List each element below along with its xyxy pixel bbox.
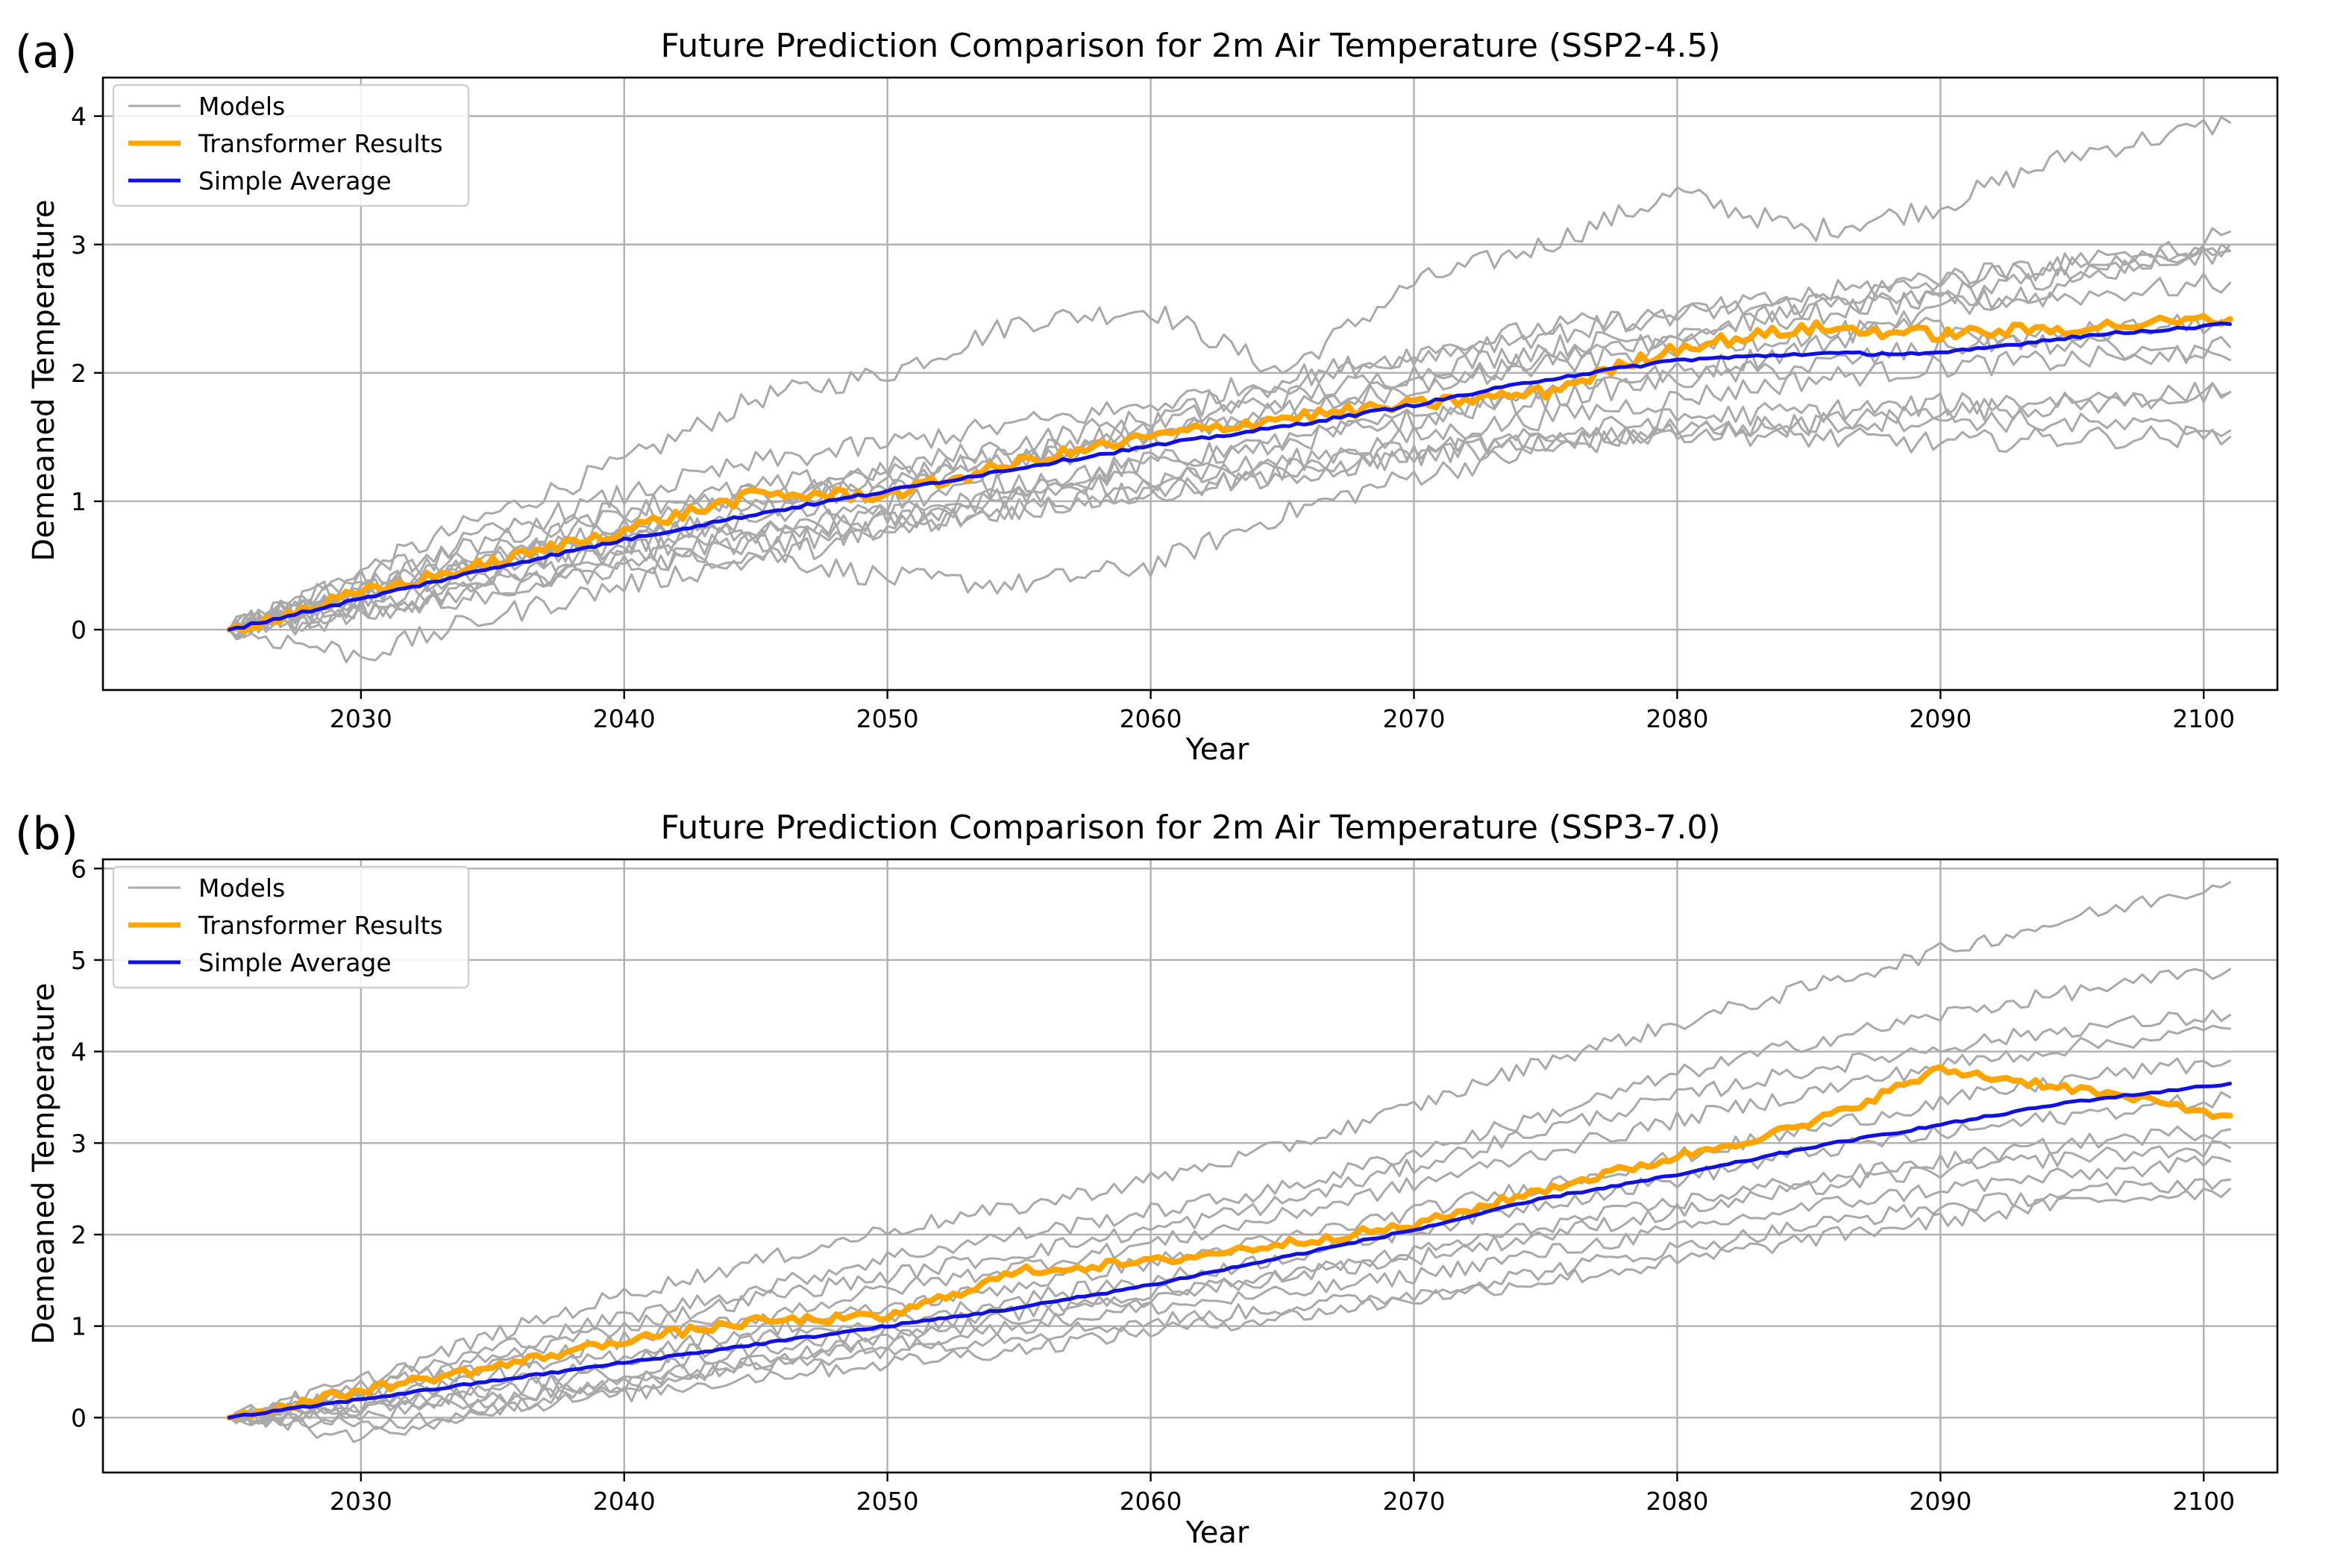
series-line-model xyxy=(228,243,2231,639)
series-line-transformer xyxy=(226,1064,2233,1421)
y-tick-label: 6 xyxy=(71,854,87,883)
legend-label-models: Models xyxy=(198,874,285,903)
series-line-model xyxy=(228,316,2231,640)
y-tick-label: 4 xyxy=(71,1038,87,1067)
series-line-model xyxy=(228,1091,2231,1423)
series-line-model xyxy=(228,227,2231,639)
legend: Models Transformer Results Simple Averag… xyxy=(112,84,470,207)
plot-area-frame xyxy=(101,858,2279,1474)
chart-panel-b: (b) Future Prediction Comparison for 2m … xyxy=(15,808,2279,1550)
series-line-model xyxy=(228,881,2231,1420)
data-series xyxy=(226,116,2233,664)
x-tick-label: 2080 xyxy=(1646,704,1708,733)
legend-label-average: Simple Average xyxy=(198,166,392,195)
series-line-model xyxy=(228,408,2231,640)
series-line-model xyxy=(228,381,2231,631)
legend-label-transformer: Transformer Results xyxy=(198,129,443,158)
y-tick-label: 4 xyxy=(71,102,87,131)
x-tick-label: 2090 xyxy=(1909,704,1972,733)
series-line-model xyxy=(228,116,2231,632)
y-tick-label: 3 xyxy=(71,1129,87,1158)
x-tick-label: 2040 xyxy=(593,704,656,733)
series-line-model xyxy=(228,246,2231,631)
y-axis-label: Demeaned Temperature xyxy=(27,983,61,1345)
series-line-model xyxy=(228,1178,2231,1426)
x-tick-label: 2040 xyxy=(593,1487,656,1516)
legend: Models Transformer Results Simple Averag… xyxy=(112,865,470,989)
y-tick-label: 0 xyxy=(71,1403,87,1432)
chart-title: Future Prediction Comparison for 2m Air … xyxy=(660,809,1720,847)
legend-label-models: Models xyxy=(198,92,285,121)
x-axis-label: Year xyxy=(1185,733,1249,767)
x-tick-label: 2060 xyxy=(1120,1487,1182,1516)
series-line-average xyxy=(227,322,2232,632)
y-tick-label: 0 xyxy=(71,615,87,645)
y-axis-label: Demeaned Temperature xyxy=(27,200,61,562)
y-tick-label: 2 xyxy=(71,1220,87,1249)
chart-panel-a: (a) Future Prediction Comparison for 2m … xyxy=(15,26,2279,767)
y-tick-label: 2 xyxy=(71,359,87,388)
axis-ticks: 2030 2040 2050 2060 2070 2080 2090 2100 0 1 2 3 4 5 6 xyxy=(71,854,2235,1516)
axis-ticks: 2030 2040 2050 2060 2070 2080 2090 2100 0 1 2 3 4 xyxy=(71,102,2235,733)
x-tick-label: 2090 xyxy=(1909,1487,1972,1516)
panel-label: (b) xyxy=(15,808,78,860)
y-tick-label: 1 xyxy=(71,487,87,516)
plot-area-frame xyxy=(101,76,2279,692)
series-line-model xyxy=(228,1187,2231,1431)
legend-box xyxy=(112,84,470,207)
x-tick-label: 2070 xyxy=(1382,704,1445,733)
x-tick-label: 2050 xyxy=(856,704,919,733)
x-tick-label: 2100 xyxy=(2172,1487,2235,1516)
series-line-average xyxy=(227,1082,2232,1420)
series-line-model xyxy=(228,1057,2231,1423)
series-line-model xyxy=(228,1155,2231,1426)
x-tick-label: 2030 xyxy=(330,704,392,733)
legend-label-average: Simple Average xyxy=(198,948,392,977)
series-line-model xyxy=(228,1009,2231,1419)
panel-label: (a) xyxy=(15,26,78,78)
x-tick-label: 2100 xyxy=(2172,704,2235,733)
x-tick-label: 2070 xyxy=(1382,1487,1445,1516)
y-tick-label: 1 xyxy=(71,1312,87,1341)
series-line-model xyxy=(228,418,2231,664)
legend-label-transformer: Transformer Results xyxy=(198,911,443,940)
y-tick-label: 5 xyxy=(71,946,87,975)
x-tick-label: 2050 xyxy=(856,1487,919,1516)
series-line-model xyxy=(228,1140,2231,1425)
x-tick-label: 2030 xyxy=(330,1487,392,1516)
series-line-model xyxy=(228,1126,2231,1443)
data-series xyxy=(226,881,2233,1443)
x-tick-label: 2080 xyxy=(1646,1487,1708,1516)
series-line-transformer xyxy=(226,313,2233,634)
y-tick-label: 3 xyxy=(71,231,87,260)
x-axis-label: Year xyxy=(1185,1516,1249,1550)
x-tick-label: 2060 xyxy=(1120,704,1182,733)
legend-box xyxy=(112,865,470,989)
chart-title: Future Prediction Comparison for 2m Air … xyxy=(660,27,1720,65)
